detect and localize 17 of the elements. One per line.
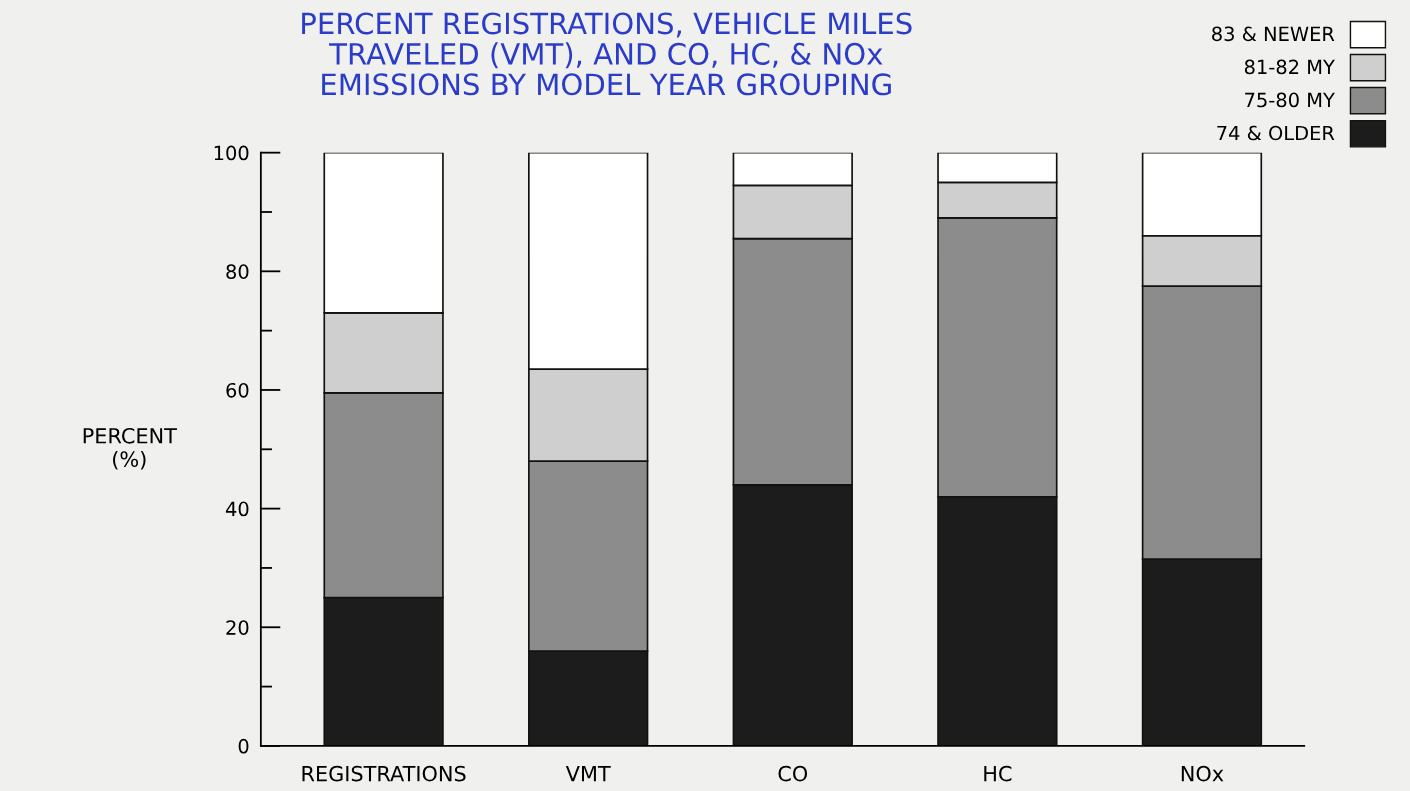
- y-tick-label: 40: [225, 501, 249, 517]
- x-tick-label: REGISTRATIONS: [302, 765, 466, 782]
- legend-label: 74 & OLDER: [1217, 125, 1335, 141]
- y-tick-label: 20: [226, 620, 249, 635]
- x-tick-label: CO: [778, 765, 808, 782]
- x-tick-label: NOx: [1181, 765, 1224, 782]
- x-tick-label: VMT: [565, 766, 611, 782]
- y-tick-label: 80: [226, 264, 249, 279]
- y-tick-label: 100: [214, 145, 249, 161]
- y-tick-label: 60: [226, 382, 249, 398]
- y-tick-label: 0: [238, 738, 249, 754]
- legend-label: 83 & NEWER: [1212, 26, 1335, 42]
- y-axis-title: PERCENT (%): [83, 427, 177, 470]
- legend-label: 81-82 MY: [1244, 59, 1335, 75]
- x-tick-label: HC: [984, 765, 1012, 782]
- chart-title: PERCENT REGISTRATIONS, VEHICLE MILES TRAVELED (VMT), AND CO, HC, & NOx EMISSIONS BY MODEL YEAR GROUPING: [302, 12, 912, 96]
- legend-label: 75-80 MY: [1245, 92, 1335, 108]
